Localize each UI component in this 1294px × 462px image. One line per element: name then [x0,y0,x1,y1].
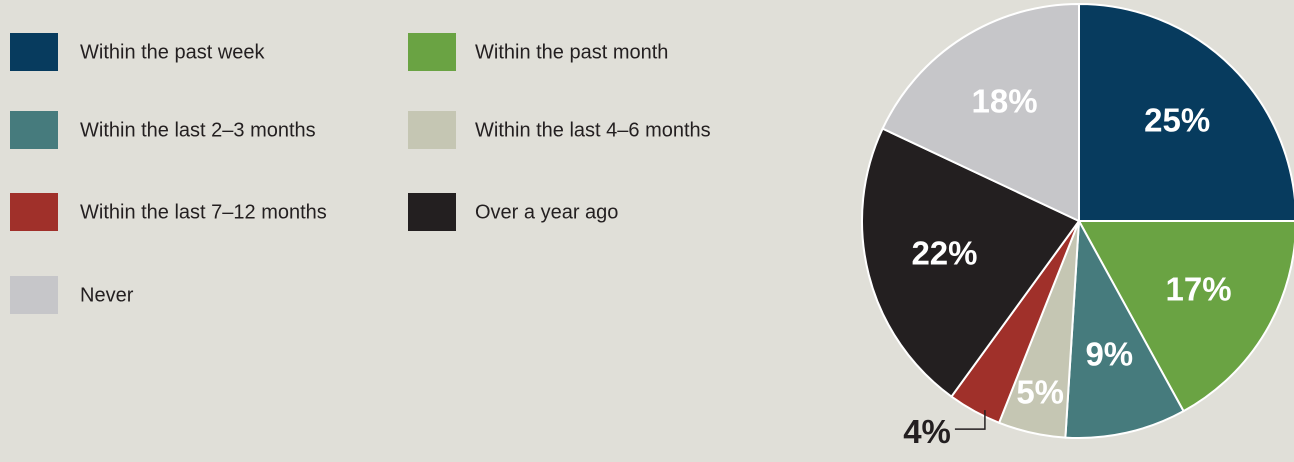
legend-label: Over a year ago [475,201,618,223]
legend-swatch [408,111,456,149]
slice-label: 22% [911,234,977,271]
pie-slice [1077,220,1294,413]
legend-swatch [10,111,58,149]
legend-label: Never [80,284,134,306]
legend-swatch [10,276,58,314]
legend-swatch [408,193,456,231]
legend-swatch [10,33,58,71]
slice-label: 25% [1144,102,1210,139]
legend-label: Within the last 7–12 months [80,201,327,223]
slice-label: 5% [1016,373,1064,410]
pie-slice [1078,2,1294,222]
legend-label: Within the last 4–6 months [475,119,711,141]
legend-swatch [10,193,58,231]
legend-label: Within the past month [475,41,668,63]
legend-label: Within the past week [80,41,266,63]
pie-slice [1064,217,1185,439]
legend-label: Within the last 2–3 months [80,119,316,141]
slice-label: 18% [972,82,1038,119]
slice-label: 9% [1085,335,1133,372]
legend-swatch [408,33,456,71]
leader-line [954,410,986,430]
slice-label: 17% [1166,270,1232,307]
pie-slice [881,2,1080,223]
slice-label: 4% [903,413,951,450]
